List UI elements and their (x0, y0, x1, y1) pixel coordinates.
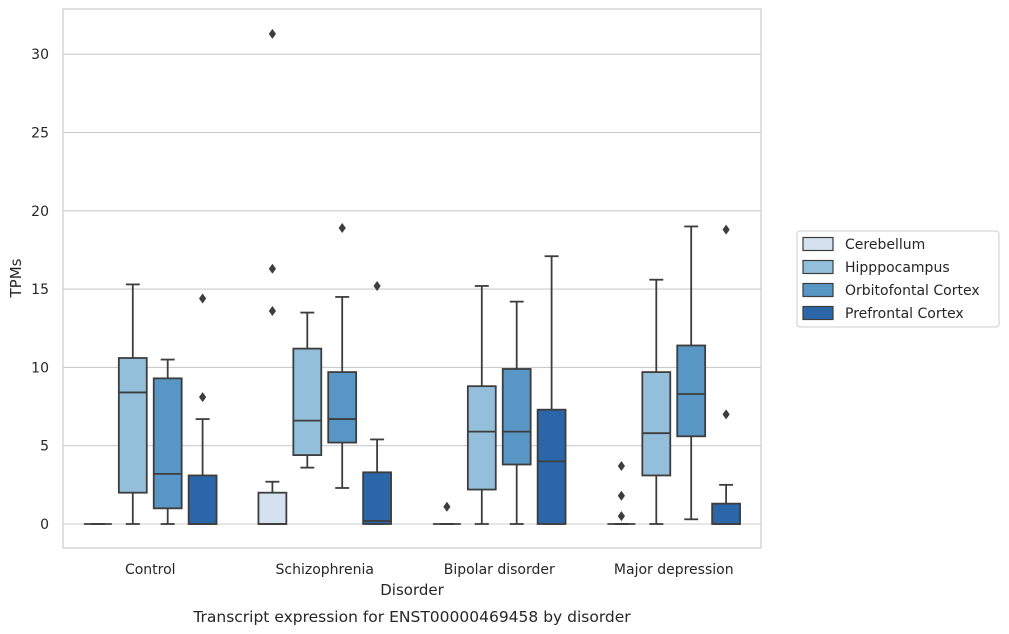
legend-swatch (802, 282, 834, 298)
outlier-point (443, 501, 451, 512)
box-body (152, 377, 183, 510)
box-1-3 (641, 278, 672, 525)
box-body (641, 371, 672, 477)
box-body (676, 344, 707, 438)
legend-swatch (802, 259, 834, 275)
x-tick-label: Bipolar disorder (444, 562, 555, 578)
box-3-3 (711, 224, 741, 525)
legend: Cerebellum Hipppocampus Orbitofontal Corte… (796, 230, 1000, 328)
box-1-0 (117, 283, 148, 525)
legend-label: Cerebellum (845, 237, 925, 253)
x-tick-label: Major depression (614, 562, 734, 578)
outlier-point (199, 392, 207, 403)
box-body (327, 371, 358, 444)
box-1-2 (466, 285, 497, 525)
chart-caption: Transcript expression for ENST0000046945… (192, 608, 631, 626)
outlier-point (268, 306, 276, 317)
box-0-2 (432, 501, 461, 525)
box-0-3 (607, 461, 636, 525)
outlier-point (722, 409, 730, 420)
box-2-0 (152, 358, 183, 525)
legend-label: Hipppocampus (845, 260, 950, 276)
y-tick-label: 0 (40, 517, 49, 533)
y-tick-label: 10 (31, 360, 49, 376)
box-0-1 (257, 28, 288, 525)
box-3-1 (362, 280, 392, 525)
box-body (187, 474, 218, 525)
box-body (711, 502, 741, 525)
y-tick-label: 15 (31, 282, 49, 298)
box-1-1 (292, 311, 323, 469)
box-body (536, 408, 567, 525)
box-body (501, 368, 532, 466)
outlier-point (338, 223, 346, 234)
axes-frame (62, 8, 762, 549)
box-body (292, 347, 323, 456)
box-3-0 (187, 293, 218, 525)
y-axis-label: TPMs (7, 258, 25, 298)
box-2-1 (327, 223, 358, 489)
outlier-point (722, 224, 730, 235)
box-body (257, 491, 288, 525)
y-tick-label: 30 (31, 47, 49, 63)
legend-label: Orbitofontal Cortex (845, 283, 980, 299)
box-body (362, 471, 392, 525)
legend-label: Prefrontal Cortex (845, 306, 964, 322)
y-tick-label: 25 (31, 126, 49, 142)
x-tick-label: Control (125, 562, 176, 578)
x-axis-label: Disorder (380, 581, 444, 599)
y-tick-labels: 0 5 10 15 20 25 30 (31, 47, 49, 533)
box-2-2 (501, 300, 532, 525)
outlier-point (617, 511, 625, 522)
outlier-point (268, 263, 276, 274)
outlier-point (617, 461, 625, 472)
outlier-point (268, 28, 276, 39)
y-tick-label: 20 (31, 204, 49, 220)
box-2-3 (676, 225, 707, 521)
legend-swatch (802, 236, 834, 252)
outlier-point (199, 293, 207, 304)
outlier-point (373, 280, 381, 291)
outlier-point (617, 490, 625, 501)
y-tick-label: 5 (40, 439, 49, 455)
legend-swatch (802, 305, 834, 321)
x-tick-labels: Control Schizophrenia Bipolar disorder Majo… (125, 562, 734, 578)
box-3-2 (536, 255, 567, 525)
plot-area (83, 28, 741, 525)
box-body (466, 385, 497, 491)
x-tick-label: Schizophrenia (276, 562, 374, 578)
box-body (117, 357, 148, 494)
legend-frame (796, 230, 1000, 328)
